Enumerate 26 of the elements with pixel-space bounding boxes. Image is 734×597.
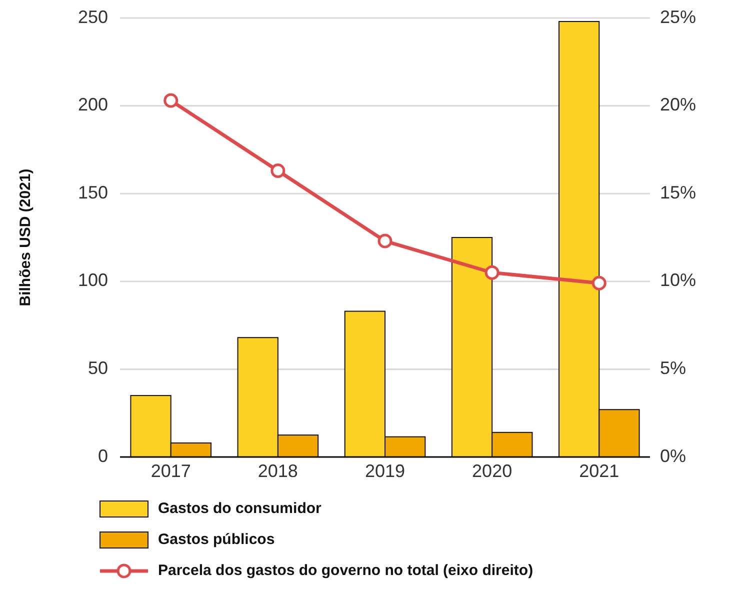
y2-tick-label: 0% (660, 446, 686, 466)
x-tick-label: 2017 (150, 461, 191, 481)
x-tick-label: 2018 (258, 461, 298, 481)
x-tick-label: 2021 (579, 461, 620, 481)
y-tick-label: 200 (78, 94, 108, 115)
y2-tick-label: 20% (660, 94, 696, 115)
y-tick-label: 150 (78, 182, 108, 202)
y2-tick-label: 5% (660, 358, 686, 378)
y2-tick-label: 15% (660, 182, 696, 202)
y-tick-label: 100 (78, 270, 108, 290)
point (484, 265, 500, 280)
legend-label: Gastos públicos (158, 530, 275, 548)
point (378, 234, 392, 248)
legend-label: Gastos do consumidor (158, 500, 322, 517)
y-axis-title: Bilhões USD (2021) (17, 168, 34, 306)
y2-tick-label: 10% (660, 270, 696, 290)
y2-tick-label: 25% (660, 6, 696, 27)
point (164, 93, 178, 108)
legend-label: Parcela dos gastos do governo no total (eixo direito) (158, 562, 534, 579)
x-tick-label: 2019 (364, 461, 406, 481)
y-tick-label: 250 (78, 6, 108, 27)
point (592, 276, 606, 290)
point (270, 164, 286, 178)
y-tick-label: 50 (88, 358, 108, 378)
y-tick-label: 0 (98, 446, 108, 466)
x-tick-label: 2020 (472, 461, 512, 481)
